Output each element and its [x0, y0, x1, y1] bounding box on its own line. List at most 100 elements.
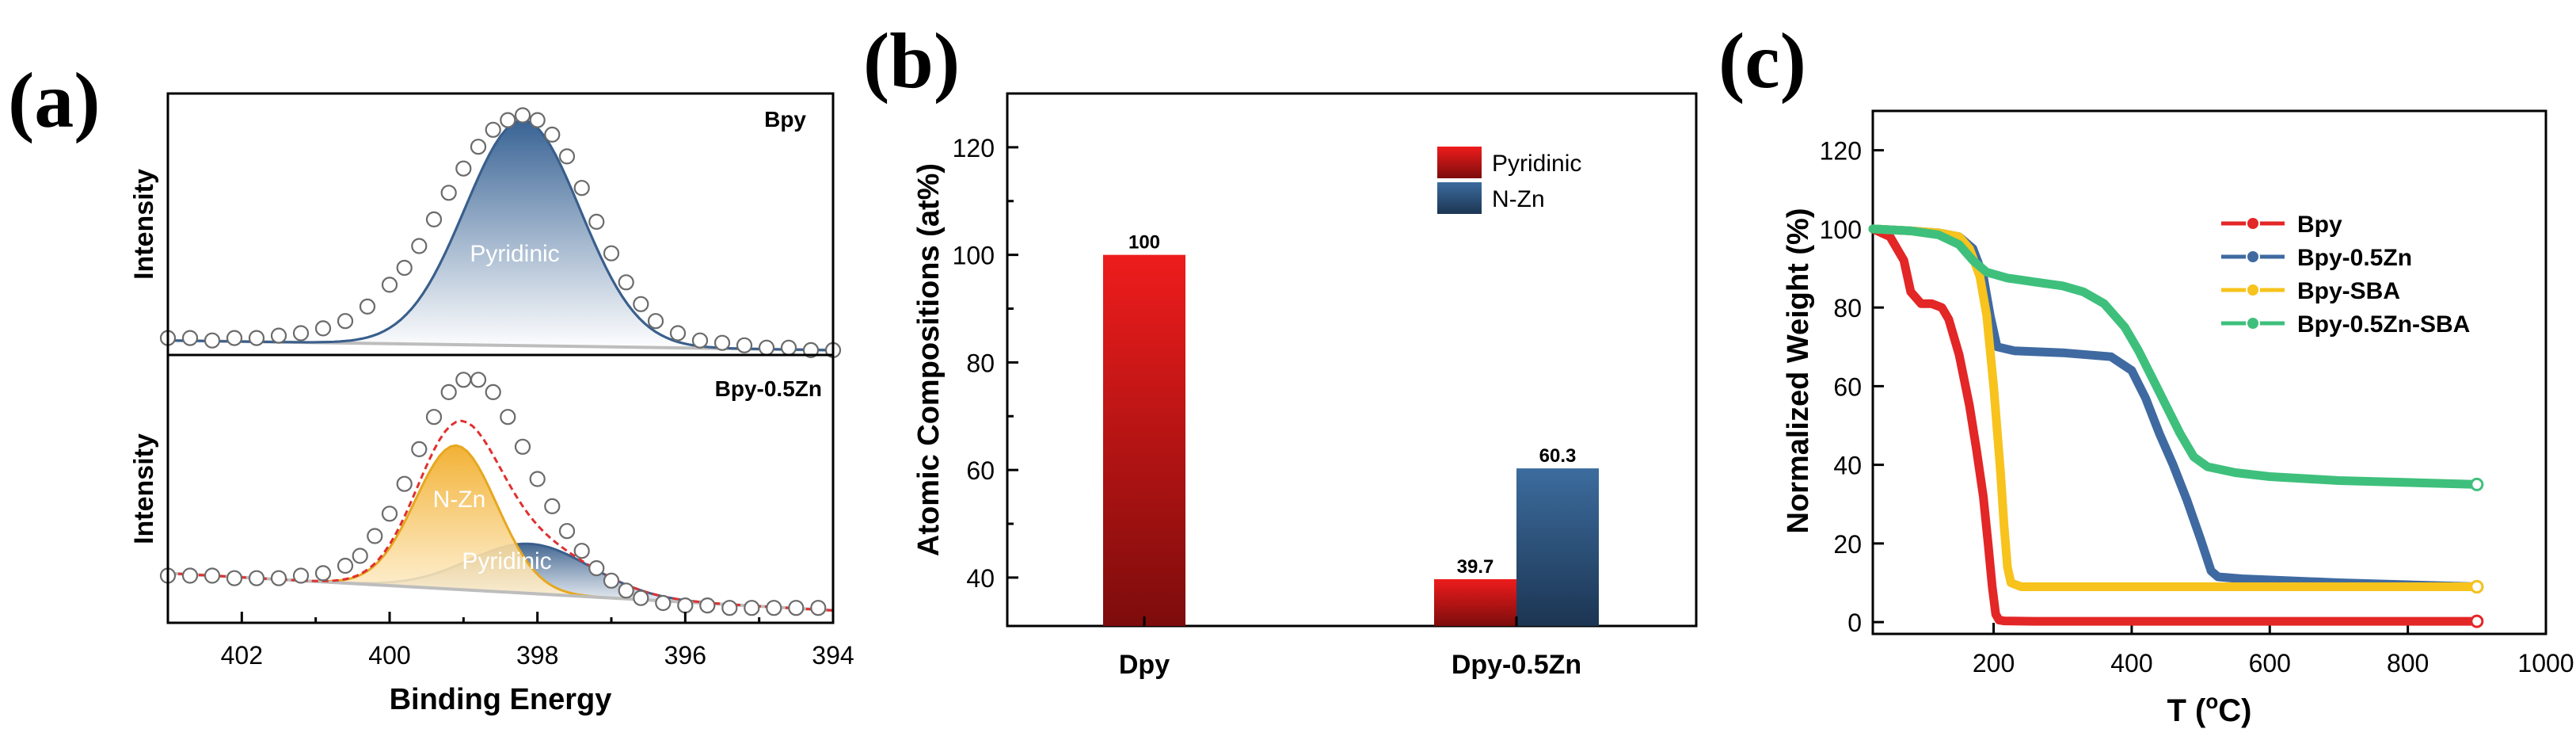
peak-area-n-zn — [168, 445, 833, 611]
legend-swatch-nzn — [1437, 182, 1482, 214]
x-tick-label: 600 — [2249, 649, 2291, 677]
legend-label-bpy-0.5zn-sba: Bpy-0.5Zn-SBA — [2297, 311, 2470, 338]
legend-marker — [2246, 250, 2260, 264]
data-point — [529, 112, 546, 128]
data-point — [647, 313, 664, 330]
data-point — [367, 528, 383, 544]
xps-subplot-bpy-0.5zn-frame — [166, 353, 835, 624]
data-point — [314, 320, 332, 337]
data-point — [514, 107, 531, 124]
legend-marker — [2246, 216, 2260, 231]
legend-label-nzn: N-Zn — [1492, 186, 1545, 212]
data-point — [588, 213, 605, 230]
data-point — [226, 570, 243, 586]
subplot-title-bpy: Bpy — [764, 107, 806, 132]
data-point — [425, 211, 443, 227]
data-point — [381, 277, 398, 293]
panel-label-c: (c) — [1718, 17, 1806, 105]
bar-value-label: 60.3 — [1539, 445, 1577, 467]
data-point — [618, 274, 634, 291]
data-point — [500, 112, 516, 128]
x-tick-label: 398 — [516, 641, 558, 670]
y-tick-label: 40 — [966, 564, 995, 593]
panel-c-tga: 0 20 40 60 80 100 120 200 400 600 800 1000 Normali… — [1782, 109, 2574, 728]
data-point — [359, 298, 376, 315]
x-tick-label: 394 — [812, 641, 854, 670]
series-line-bpy-sba — [1868, 224, 2482, 591]
series-end-marker — [2470, 579, 2484, 593]
y-tick-label: 80 — [1833, 294, 1862, 322]
data-point — [573, 543, 590, 559]
y-tick-label: 20 — [1833, 530, 1862, 559]
x-axis-label-c-tail: C) — [2218, 693, 2251, 728]
bar-n-zn-dpy-0.5zn — [1516, 468, 1599, 626]
data-point — [248, 330, 265, 346]
data-point — [381, 506, 398, 522]
envelope-line — [167, 419, 834, 612]
subplot-title-bpy-0.5zn: Bpy-0.5Zn — [715, 376, 822, 401]
data-point — [558, 148, 576, 165]
data-point — [470, 372, 487, 388]
data-point — [558, 523, 576, 540]
y-tick-label: 80 — [966, 349, 995, 377]
x-axis-label-c: T (oC) — [2167, 689, 2252, 728]
x-axis-label-a: Binding Energy — [390, 683, 612, 716]
data-point — [204, 332, 221, 349]
data-point — [204, 567, 221, 584]
data-point — [455, 160, 472, 177]
series-line-bpy — [1868, 224, 2482, 626]
data-point — [248, 570, 265, 586]
data-point — [573, 180, 590, 197]
x-category-label: Dpy — [1119, 650, 1170, 680]
data-point — [713, 334, 731, 351]
legend-b: Pyridinic N-Zn — [1437, 147, 1581, 214]
legend-label-bpy: Bpy — [2297, 212, 2342, 238]
panel-a-xps: Bpy Pyridinic Intensity Bpy-0.5Zn N-Zn P… — [129, 92, 854, 716]
bar-value-label: 39.7 — [1457, 556, 1494, 578]
data-point — [181, 330, 199, 346]
y-tick-label: 100 — [1820, 216, 1862, 244]
y-tick-label: 120 — [1820, 137, 1862, 166]
data-point — [544, 126, 561, 143]
y-tick-label: 100 — [953, 242, 995, 270]
data-point — [544, 498, 561, 515]
data-point — [766, 600, 782, 616]
data-point — [425, 409, 443, 426]
x-tick-label: 1000 — [2517, 649, 2574, 677]
peak-label-pyridinic-zn: Pyridinic — [462, 548, 551, 574]
data-point — [270, 570, 287, 586]
data-point — [337, 557, 354, 574]
legend-swatch-pyridinic — [1437, 147, 1482, 178]
peak-label-nzn: N-Zn — [433, 487, 486, 513]
y-tick-label: 60 — [1833, 372, 1862, 401]
data-point — [411, 238, 428, 254]
data-point — [736, 337, 753, 353]
peak-label-pyridinic-bpy: Pyridinic — [470, 241, 559, 267]
data-point — [314, 565, 332, 582]
bar-value-label: 100 — [1128, 232, 1160, 254]
data-point — [440, 384, 457, 400]
panel-b-bar-chart: 40 60 80 100 120 100 39.7 60.3 Dpy Dpy-0.5Zn At… — [912, 92, 1698, 680]
series-end-marker — [2470, 477, 2484, 491]
tga-chart-frame — [1871, 109, 2547, 635]
data-point — [470, 139, 487, 155]
legend-marker — [2246, 283, 2260, 297]
data-point — [292, 567, 310, 584]
data-point — [655, 594, 672, 612]
data-point — [485, 121, 501, 138]
data-point — [810, 600, 827, 616]
bar-pyridinic-dpy — [1103, 254, 1185, 626]
x-tick-label: 400 — [2110, 649, 2152, 677]
data-point — [669, 325, 687, 342]
xps-subplot-bpy: Bpy Pyridinic Intensity — [129, 92, 842, 358]
data-point — [181, 567, 199, 584]
data-point — [788, 600, 805, 616]
data-point — [396, 259, 413, 277]
x-tick-label: 400 — [368, 641, 410, 670]
legend-marker — [2246, 316, 2260, 330]
data-point — [633, 590, 649, 606]
peak-area-pyridinic — [168, 120, 833, 350]
x-category-label: Dpy-0.5Zn — [1452, 650, 1581, 680]
data-point — [603, 572, 620, 589]
data-point — [514, 438, 531, 455]
